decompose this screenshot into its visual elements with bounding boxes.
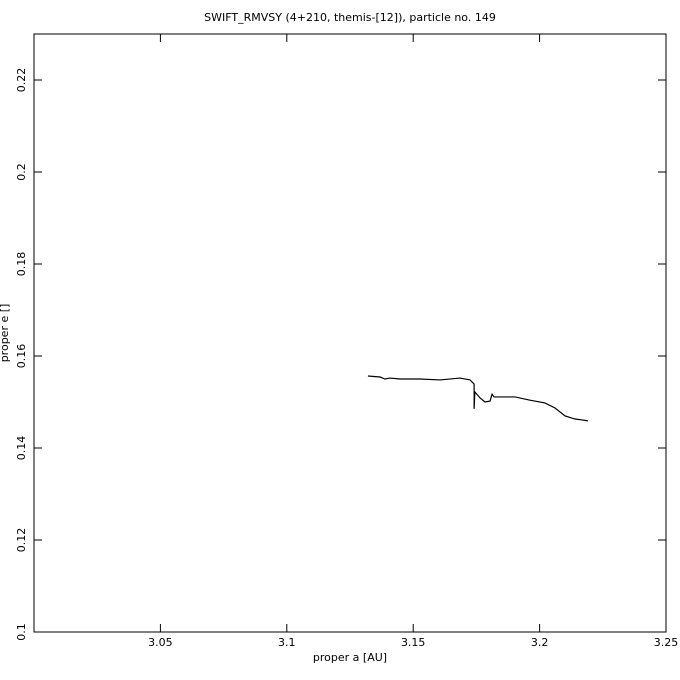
x-tick-label: 3.15: [401, 636, 426, 649]
x-tick-label: 3.05: [148, 636, 173, 649]
y-axis-label: proper e []: [0, 304, 11, 363]
plot-frame: [33, 33, 667, 633]
y-tick-label: 0.2: [15, 163, 28, 181]
x-tick-label: 3.25: [654, 636, 679, 649]
y-tick-label: 0.22: [15, 68, 28, 93]
y-tick-label: 0.12: [15, 528, 28, 553]
chart-title: SWIFT_RMVSY (4+210, themis-[12]), partic…: [204, 11, 496, 24]
x-tick-label: 3.1: [278, 636, 296, 649]
data-line: [367, 375, 588, 422]
y-tick-label: 0.18: [15, 252, 28, 277]
x-axis-label: proper a [AU]: [313, 651, 387, 664]
x-tick-label: 3.2: [531, 636, 549, 649]
y-tick-label: 0.14: [15, 436, 28, 461]
y-tick-label: 0.1: [15, 623, 28, 641]
y-tick-label: 0.16: [15, 344, 28, 369]
